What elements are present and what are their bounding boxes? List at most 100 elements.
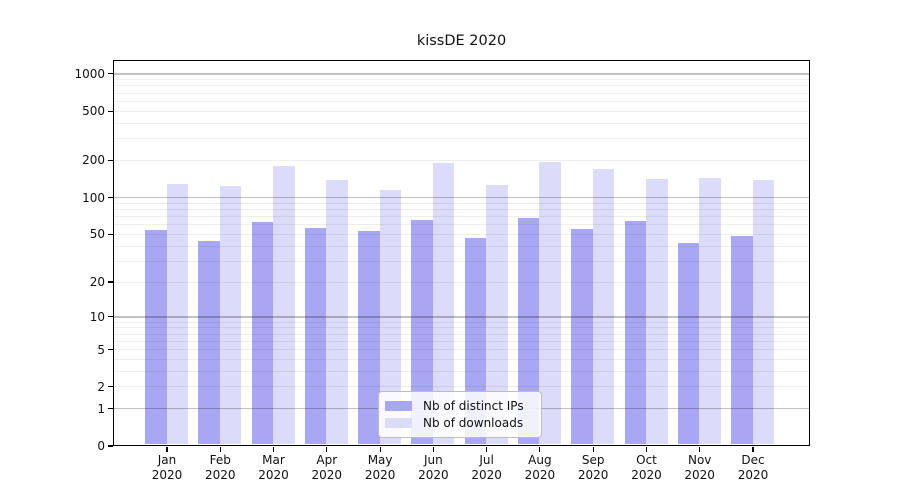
legend-swatch-nb-of-downloads [385, 418, 412, 429]
x-tick-label-jul: Jul 2020 [471, 453, 502, 482]
y-tick-label: 100 [82, 190, 105, 205]
bar-nb-of-distinct-ips-jan [145, 229, 167, 444]
gridline-minor [114, 159, 809, 161]
x-tick-label-apr: Apr 2020 [311, 453, 343, 482]
bar-nb-of-distinct-ips-feb [198, 240, 220, 444]
legend-row-nb-of-distinct-ips: Nb of distinct IPs [385, 397, 534, 414]
bar-nb-of-distinct-ips-oct [624, 220, 646, 444]
bar-nb-of-downloads-nov [699, 177, 721, 444]
bar-nb-of-distinct-ips-apr [304, 227, 327, 444]
bar-nb-of-downloads-dec [752, 179, 774, 444]
x-tick [166, 446, 168, 452]
legend-row-nb-of-downloads: Nb of downloads [385, 415, 534, 432]
x-tick-label-nov: Nov 2020 [684, 453, 715, 482]
x-tick [592, 446, 594, 452]
gridline-minor [114, 281, 809, 283]
y-tick [107, 445, 113, 447]
y-tick [107, 159, 113, 161]
x-tick [539, 446, 541, 452]
bar-nb-of-downloads-feb [219, 185, 242, 444]
gridline-minor [114, 333, 809, 335]
gridline-major [114, 197, 809, 199]
bar-nb-of-downloads-oct [646, 179, 668, 444]
bar-nb-of-distinct-ips-nov [677, 242, 700, 444]
bar-nb-of-downloads-aug [539, 161, 561, 444]
gridline-minor [114, 138, 809, 140]
gridline-minor [114, 100, 809, 102]
gridline-minor [114, 215, 809, 217]
gridline-major [114, 316, 809, 318]
x-tick [486, 446, 488, 452]
y-tick-label: 200 [82, 153, 105, 168]
gridline-minor [114, 327, 809, 329]
y-tick [107, 408, 113, 410]
grid-layer [114, 61, 809, 445]
y-tick-label: 1 [97, 401, 105, 416]
y-tick-label: 10 [89, 309, 105, 324]
y-tick [107, 316, 113, 318]
y-tick-label: 20 [89, 275, 105, 289]
x-tick [645, 446, 648, 452]
x-tick-label-jan: Jan 2020 [151, 453, 183, 482]
bars-layer [114, 61, 809, 445]
y-tick [107, 73, 113, 75]
y-tick-label: 5 [97, 342, 105, 357]
bar-nb-of-downloads-jan [166, 183, 188, 444]
x-tick [752, 446, 754, 452]
legend-label-nb-of-downloads: Nb of downloads [423, 416, 524, 431]
gridline-minor [114, 370, 809, 372]
x-tick-label-mar: Mar 2020 [258, 453, 289, 482]
y-tick-label: 1000 [74, 66, 105, 81]
bar-nb-of-downloads-apr [326, 180, 348, 444]
x-tick-label-may: May 2020 [364, 453, 396, 482]
y-tick-label: 50 [89, 227, 105, 242]
bar-nb-of-downloads-mar [273, 165, 295, 444]
legend-label-nb-of-distinct-ips: Nb of distinct IPs [423, 398, 524, 413]
gridline-major [114, 73, 809, 75]
y-tick [107, 348, 113, 351]
x-tick [326, 446, 328, 452]
gridline-minor [114, 321, 809, 323]
x-tick-label-aug: Aug 2020 [524, 453, 556, 482]
gridline-minor [114, 245, 809, 247]
x-tick-label-oct: Oct 2020 [631, 453, 662, 482]
gridline-minor [114, 386, 809, 388]
x-tick [272, 446, 275, 452]
bar-nb-of-distinct-ips-dec [731, 235, 753, 444]
bar-nb-of-distinct-ips-sep [571, 228, 593, 444]
x-tick-label-jun: Jun 2020 [418, 453, 449, 482]
bar-nb-of-distinct-ips-mar [251, 221, 273, 444]
gridline-minor [114, 340, 809, 342]
y-tick-label: 500 [82, 104, 105, 119]
chart-title: kissDE 2020 [416, 33, 507, 49]
legend-swatch-nb-of-distinct-ips [385, 400, 412, 411]
plot-area [113, 60, 810, 446]
x-tick-label-sep: Sep 2020 [577, 453, 609, 482]
gridline-minor [114, 79, 809, 81]
gridline-minor [114, 208, 809, 210]
x-tick [699, 446, 701, 452]
gridline-minor [114, 358, 809, 360]
gridline-minor [114, 202, 809, 204]
gridline-minor [114, 110, 809, 112]
x-tick [219, 446, 221, 452]
gridline-minor [114, 224, 809, 226]
gridline-minor [114, 122, 809, 124]
gridline-minor [114, 349, 809, 350]
gridline-minor [114, 233, 809, 235]
gridline-minor [114, 92, 809, 94]
bar-nb-of-downloads-sep [592, 168, 615, 444]
y-tick [107, 110, 113, 112]
gridline-minor [114, 85, 809, 87]
y-tick-label: 2 [97, 379, 105, 394]
y-tick [107, 196, 113, 199]
y-tick [107, 386, 113, 388]
legend: Nb of distinct IPs Nb of downloads [378, 391, 542, 438]
y-tick-label: 0 [97, 439, 105, 453]
x-tick [432, 446, 434, 452]
y-tick [107, 233, 113, 235]
x-tick [379, 446, 381, 452]
x-tick-label-feb: Feb 2020 [205, 453, 236, 482]
y-tick [107, 281, 113, 283]
